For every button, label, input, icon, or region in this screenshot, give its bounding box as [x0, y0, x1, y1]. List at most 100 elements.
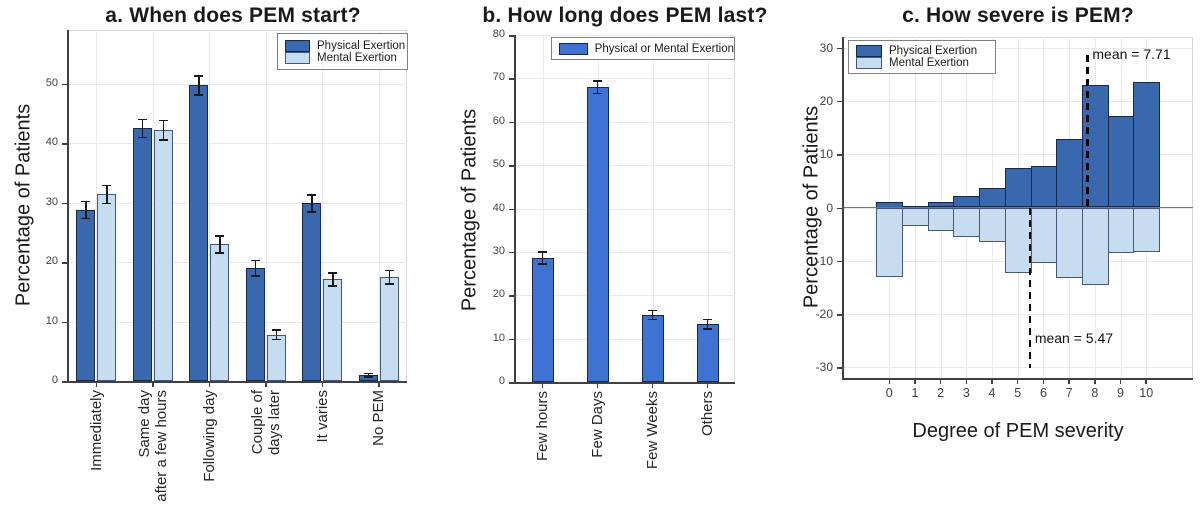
- error-bar-line: [198, 75, 200, 96]
- y-gridline: [515, 78, 735, 80]
- bar-mental-exertion: [323, 279, 343, 381]
- y-tick-label: 70: [492, 71, 505, 84]
- x-axis-spine: [842, 378, 1193, 380]
- error-bar-line: [275, 329, 277, 340]
- y-gridline: [68, 143, 407, 145]
- x-tick-mark: [939, 380, 942, 384]
- bar-mental-exertion: [1004, 207, 1032, 274]
- bar-mental-exertion: [1056, 207, 1083, 279]
- y-axis-spine: [67, 30, 69, 382]
- y-tick-label: 0: [498, 375, 505, 387]
- x-tick-mark: [152, 383, 154, 387]
- bar-mental-exertion: [1107, 207, 1135, 254]
- bar-physical-exertion: [302, 203, 322, 381]
- y-tick-label: 20: [45, 255, 58, 268]
- x-tick-mark: [596, 384, 599, 388]
- category-label-text: Few hours: [534, 391, 551, 462]
- category-label-text: It varies: [313, 390, 331, 443]
- error-bar-cap: [81, 200, 91, 203]
- y-tick-mark: [509, 338, 514, 341]
- y-tick-mark: [837, 154, 842, 156]
- bar-physical-exertion: [132, 128, 152, 381]
- x-tick-label: 0: [885, 386, 893, 400]
- x-tick-mark: [706, 384, 709, 388]
- bar-physical-or-mental-exertion: [641, 314, 664, 382]
- y-gridline: [515, 295, 735, 297]
- category-label-text: Following day: [200, 390, 218, 482]
- error-bar-cap: [194, 94, 204, 96]
- y-axis-spine: [514, 35, 516, 383]
- error-bar-cap: [250, 259, 260, 262]
- x-gridline: [652, 35, 654, 382]
- y-tick-label: 40: [492, 201, 505, 214]
- mean-label: mean = 5.47: [1034, 330, 1114, 346]
- error-bar-cap: [137, 136, 147, 139]
- error-bar-cap: [215, 235, 225, 237]
- bar-mental-exertion: [210, 244, 230, 381]
- bar-mental-exertion: [876, 207, 904, 277]
- legend-row: Physical Exertion: [285, 39, 407, 52]
- category-label-text: Others: [699, 391, 716, 437]
- error-bar-cap: [648, 309, 657, 312]
- x-tick-mark: [1145, 380, 1147, 384]
- y-tick-label: 0: [51, 374, 58, 386]
- y-tick-mark: [509, 165, 514, 167]
- error-bar-line: [85, 200, 87, 219]
- y-tick-label: 30: [819, 40, 833, 55]
- x-tick-label: 9: [1117, 386, 1124, 400]
- bar-mental-exertion: [979, 207, 1006, 242]
- x-tick-mark: [378, 383, 380, 387]
- y-tick-label: -10: [815, 253, 833, 268]
- category-label: Others: [699, 391, 744, 436]
- error-bar-line: [162, 119, 164, 141]
- y-tick-label: 80: [492, 28, 505, 40]
- x-tick-label: 6: [1039, 386, 1047, 400]
- x-gridline: [96, 30, 98, 381]
- error-bar-cap: [648, 318, 657, 321]
- x-axis-spine: [514, 382, 735, 384]
- x-tick-mark: [95, 383, 97, 387]
- legend-label: Physical Exertion: [317, 39, 406, 52]
- legend-swatch-icon: [285, 51, 310, 64]
- x-tick-label: 8: [1091, 386, 1099, 400]
- x-gridline: [209, 30, 211, 381]
- error-bar-cap: [328, 272, 338, 274]
- legend-row: Mental Exertion: [856, 57, 995, 69]
- error-bar-cap: [538, 263, 547, 265]
- error-bar-line: [541, 251, 544, 265]
- error-bar-line: [254, 259, 256, 277]
- legend-row: Mental Exertion: [285, 51, 407, 64]
- mean-label: mean = 7.71: [1092, 46, 1171, 62]
- bar-mental-exertion: [953, 207, 981, 238]
- error-bar-cap: [703, 328, 712, 330]
- y-gridline: [515, 165, 735, 167]
- legend-box: Physical or Mental Exertion: [551, 37, 735, 60]
- x-gridline: [378, 30, 380, 381]
- category-label-text: Few Days: [589, 391, 606, 458]
- y-tick-label: 10: [492, 331, 505, 344]
- category-label: It varies: [314, 390, 367, 443]
- error-bar-cap: [102, 202, 112, 205]
- legend-label: Mental Exertion: [889, 57, 969, 69]
- legend-swatch-icon: [856, 45, 882, 57]
- y-tick-label: 30: [45, 195, 58, 208]
- error-bar-cap: [593, 92, 602, 95]
- category-label: Couple of days later: [249, 390, 314, 455]
- y-tick-label: 50: [492, 158, 505, 171]
- error-bar-line: [141, 118, 143, 138]
- x-tick-label: 2: [937, 386, 945, 400]
- error-bar-cap: [158, 119, 168, 122]
- x-gridline: [542, 35, 544, 382]
- bar-mental-exertion: [1081, 207, 1109, 285]
- x-tick-mark: [965, 380, 968, 384]
- bar-physical-exertion: [245, 267, 265, 381]
- y-gridline: [68, 321, 407, 323]
- x-tick-label: 3: [962, 386, 970, 400]
- y-tick-mark: [837, 367, 842, 369]
- y-tick-label: 20: [819, 93, 833, 108]
- x-tick-mark: [321, 383, 323, 387]
- legend-label: Physical Exertion: [889, 45, 978, 57]
- y-tick-label: 10: [819, 147, 833, 162]
- y-tick-mark: [837, 207, 842, 209]
